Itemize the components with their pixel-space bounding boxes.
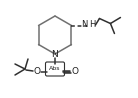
Text: O: O [34,67,40,75]
Text: N: N [52,49,58,59]
Text: Abs: Abs [49,67,61,72]
Text: H: H [89,20,96,29]
Text: O: O [71,67,79,75]
Text: N: N [82,20,88,29]
